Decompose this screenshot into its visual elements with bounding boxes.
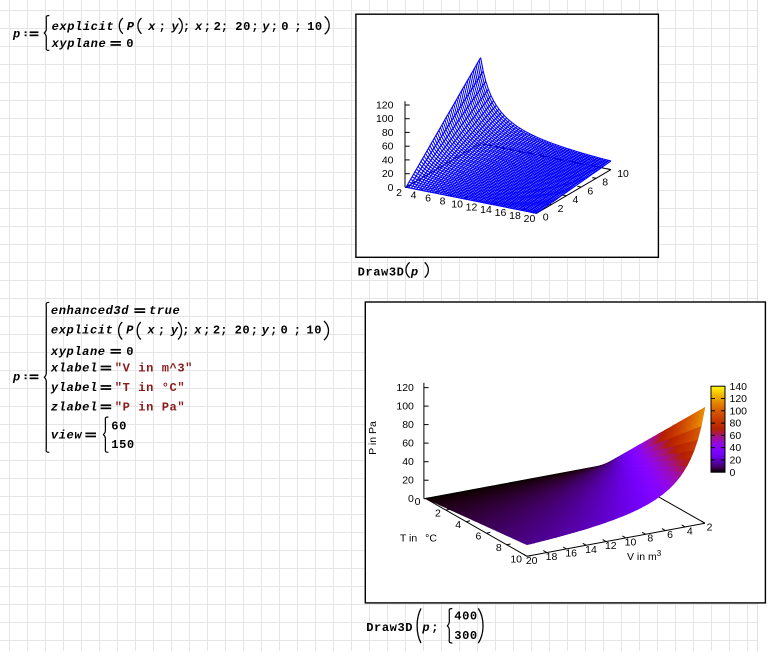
svg-text:20: 20	[730, 455, 742, 467]
svg-text:300: 300	[454, 629, 477, 643]
svg-text:p: p	[12, 370, 21, 384]
svg-text:0: 0	[415, 496, 421, 508]
svg-text:6: 6	[425, 193, 431, 205]
svg-text:20: 20	[526, 555, 538, 567]
svg-text:6: 6	[667, 529, 673, 541]
svg-text:12: 12	[605, 540, 617, 552]
svg-text:60: 60	[111, 419, 127, 433]
svg-text:80: 80	[402, 419, 414, 431]
svg-text:18: 18	[509, 210, 521, 222]
svg-text:18: 18	[546, 551, 558, 563]
svg-text:V in m3: V in m3	[627, 549, 662, 563]
svg-text:100: 100	[376, 113, 394, 125]
svg-text:0: 0	[388, 182, 394, 194]
svg-text:0: 0	[408, 493, 414, 505]
svg-text:2: 2	[396, 187, 402, 199]
svg-text:8: 8	[440, 196, 446, 208]
svg-text:10: 10	[451, 198, 463, 210]
svg-text:20: 20	[402, 475, 414, 487]
svg-text:150: 150	[111, 438, 134, 452]
svg-text:80: 80	[730, 418, 742, 430]
svg-text:8: 8	[647, 533, 653, 545]
svg-text:120: 120	[730, 393, 748, 405]
svg-text:60: 60	[730, 430, 742, 442]
svg-text:6: 6	[587, 186, 593, 198]
svg-text:16: 16	[565, 547, 577, 559]
svg-text:400: 400	[454, 610, 477, 624]
svg-text:14: 14	[585, 544, 597, 556]
svg-text:4: 4	[687, 525, 693, 537]
svg-text:60: 60	[402, 438, 414, 450]
svg-text:140: 140	[730, 381, 748, 393]
svg-text:p: p	[12, 27, 21, 41]
svg-text:100: 100	[730, 405, 748, 417]
svg-text:20: 20	[382, 168, 394, 180]
svg-text:10: 10	[617, 168, 629, 180]
svg-text:4: 4	[411, 190, 417, 202]
svg-text:14: 14	[480, 204, 492, 216]
svg-text:2: 2	[435, 507, 441, 519]
svg-text:4: 4	[573, 194, 579, 206]
svg-text:60: 60	[382, 141, 394, 153]
svg-text:120: 120	[396, 382, 414, 394]
svg-text:10: 10	[625, 536, 637, 548]
svg-text:20: 20	[524, 213, 536, 225]
svg-text:2: 2	[558, 203, 564, 215]
svg-text:40: 40	[402, 456, 414, 468]
svg-text:2: 2	[707, 522, 713, 534]
svg-text:80: 80	[382, 127, 394, 139]
svg-text:8: 8	[496, 542, 502, 554]
svg-text:T in °C: T in °C	[400, 532, 437, 544]
svg-text:view: view	[51, 429, 82, 443]
svg-text:8: 8	[602, 177, 608, 189]
svg-text:0: 0	[543, 212, 549, 224]
svg-text:10: 10	[510, 554, 522, 566]
svg-text:12: 12	[466, 201, 478, 213]
svg-text:0: 0	[730, 467, 736, 479]
svg-text:16: 16	[495, 207, 507, 219]
svg-text:100: 100	[396, 401, 414, 413]
svg-text:P in Pa: P in Pa	[367, 421, 379, 455]
svg-text:xlabel"V in m^3": xlabel "V in m^3"	[50, 362, 193, 376]
svg-text:ylabel"T in °C": ylabel "T in °C"	[50, 381, 185, 395]
svg-text:40: 40	[730, 442, 742, 454]
svg-text:4: 4	[455, 519, 461, 531]
svg-text:zlabel"P in Pa": zlabel "P in Pa"	[51, 400, 185, 414]
svg-text:120: 120	[376, 99, 394, 111]
svg-text:40: 40	[382, 154, 394, 166]
svg-text:6: 6	[476, 531, 482, 543]
